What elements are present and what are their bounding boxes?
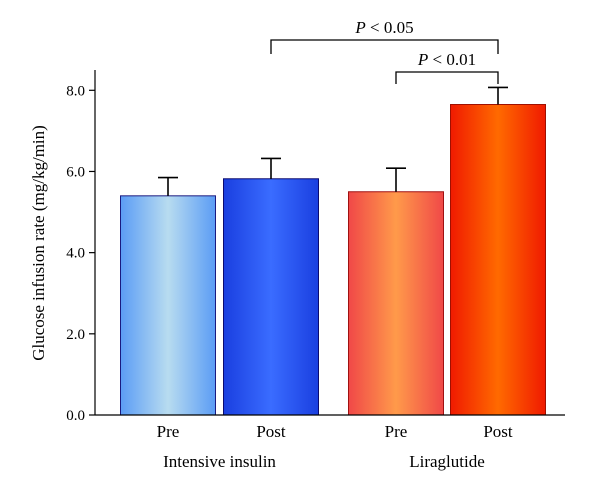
axes-layer <box>94 70 565 416</box>
x-category-label: Pre <box>157 422 180 441</box>
bar-liraglutide-pre <box>348 191 444 416</box>
y-ticks: 0.0 2.0 4.0 6.0 8.0 <box>66 83 95 424</box>
y-axis-label: Glucose infusion rate (mg/kg/min) <box>29 125 48 361</box>
significance-bracket <box>270 39 499 54</box>
significance-bracket <box>395 71 499 84</box>
x-group-label: Intensive insulin <box>163 452 276 471</box>
significance-label: P < 0.05 <box>354 18 413 37</box>
bars-layer <box>120 86 546 416</box>
x-category-label: Post <box>256 422 286 441</box>
x-labels: Pre Post Intensive insulin Pre Post Liragluti… <box>157 422 513 471</box>
y-tick-label: 8.0 <box>66 83 85 99</box>
bar-liraglutide-post <box>450 104 546 416</box>
y-tick-label: 0.0 <box>66 408 85 424</box>
significance-annotations: P < 0.05P < 0.01 <box>270 18 499 84</box>
x-category-label: Pre <box>385 422 408 441</box>
bar-intensive-insulin-post <box>223 178 319 416</box>
x-category-label: Post <box>483 422 513 441</box>
x-group-label: Liraglutide <box>409 452 485 471</box>
y-tick-label: 2.0 <box>66 327 85 343</box>
y-tick-label: 6.0 <box>66 164 85 180</box>
bar-intensive-insulin-pre <box>120 195 216 416</box>
y-tick-label: 4.0 <box>66 246 85 262</box>
significance-label: P < 0.01 <box>417 50 476 69</box>
